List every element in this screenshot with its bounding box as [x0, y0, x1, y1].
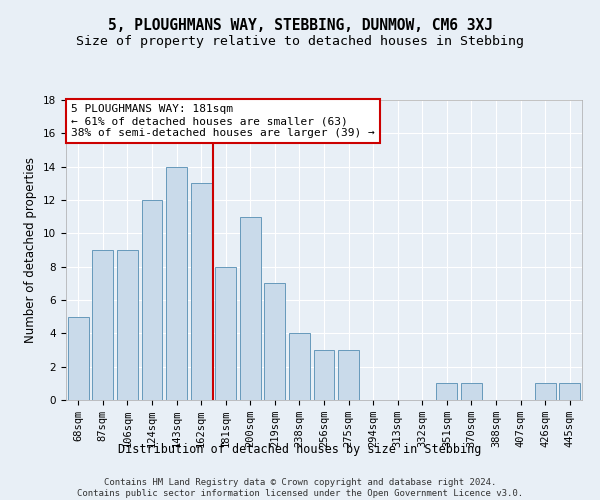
Bar — [92, 250, 113, 400]
Bar — [215, 266, 236, 400]
Bar — [559, 384, 580, 400]
Text: 5, PLOUGHMANS WAY, STEBBING, DUNMOW, CM6 3XJ: 5, PLOUGHMANS WAY, STEBBING, DUNMOW, CM6… — [107, 18, 493, 32]
Text: Contains HM Land Registry data © Crown copyright and database right 2024.
Contai: Contains HM Land Registry data © Crown c… — [77, 478, 523, 498]
Text: 5 PLOUGHMANS WAY: 181sqm
← 61% of detached houses are smaller (63)
38% of semi-d: 5 PLOUGHMANS WAY: 181sqm ← 61% of detach… — [71, 104, 375, 138]
Text: Distribution of detached houses by size in Stebbing: Distribution of detached houses by size … — [118, 442, 482, 456]
Bar — [166, 166, 187, 400]
Bar — [191, 184, 212, 400]
Bar — [240, 216, 261, 400]
Bar — [68, 316, 89, 400]
Bar — [535, 384, 556, 400]
Bar — [338, 350, 359, 400]
Bar — [461, 384, 482, 400]
Bar — [314, 350, 334, 400]
Y-axis label: Number of detached properties: Number of detached properties — [25, 157, 37, 343]
Bar — [265, 284, 286, 400]
Bar — [436, 384, 457, 400]
Bar — [117, 250, 138, 400]
Text: Size of property relative to detached houses in Stebbing: Size of property relative to detached ho… — [76, 35, 524, 48]
Bar — [289, 334, 310, 400]
Bar — [142, 200, 163, 400]
